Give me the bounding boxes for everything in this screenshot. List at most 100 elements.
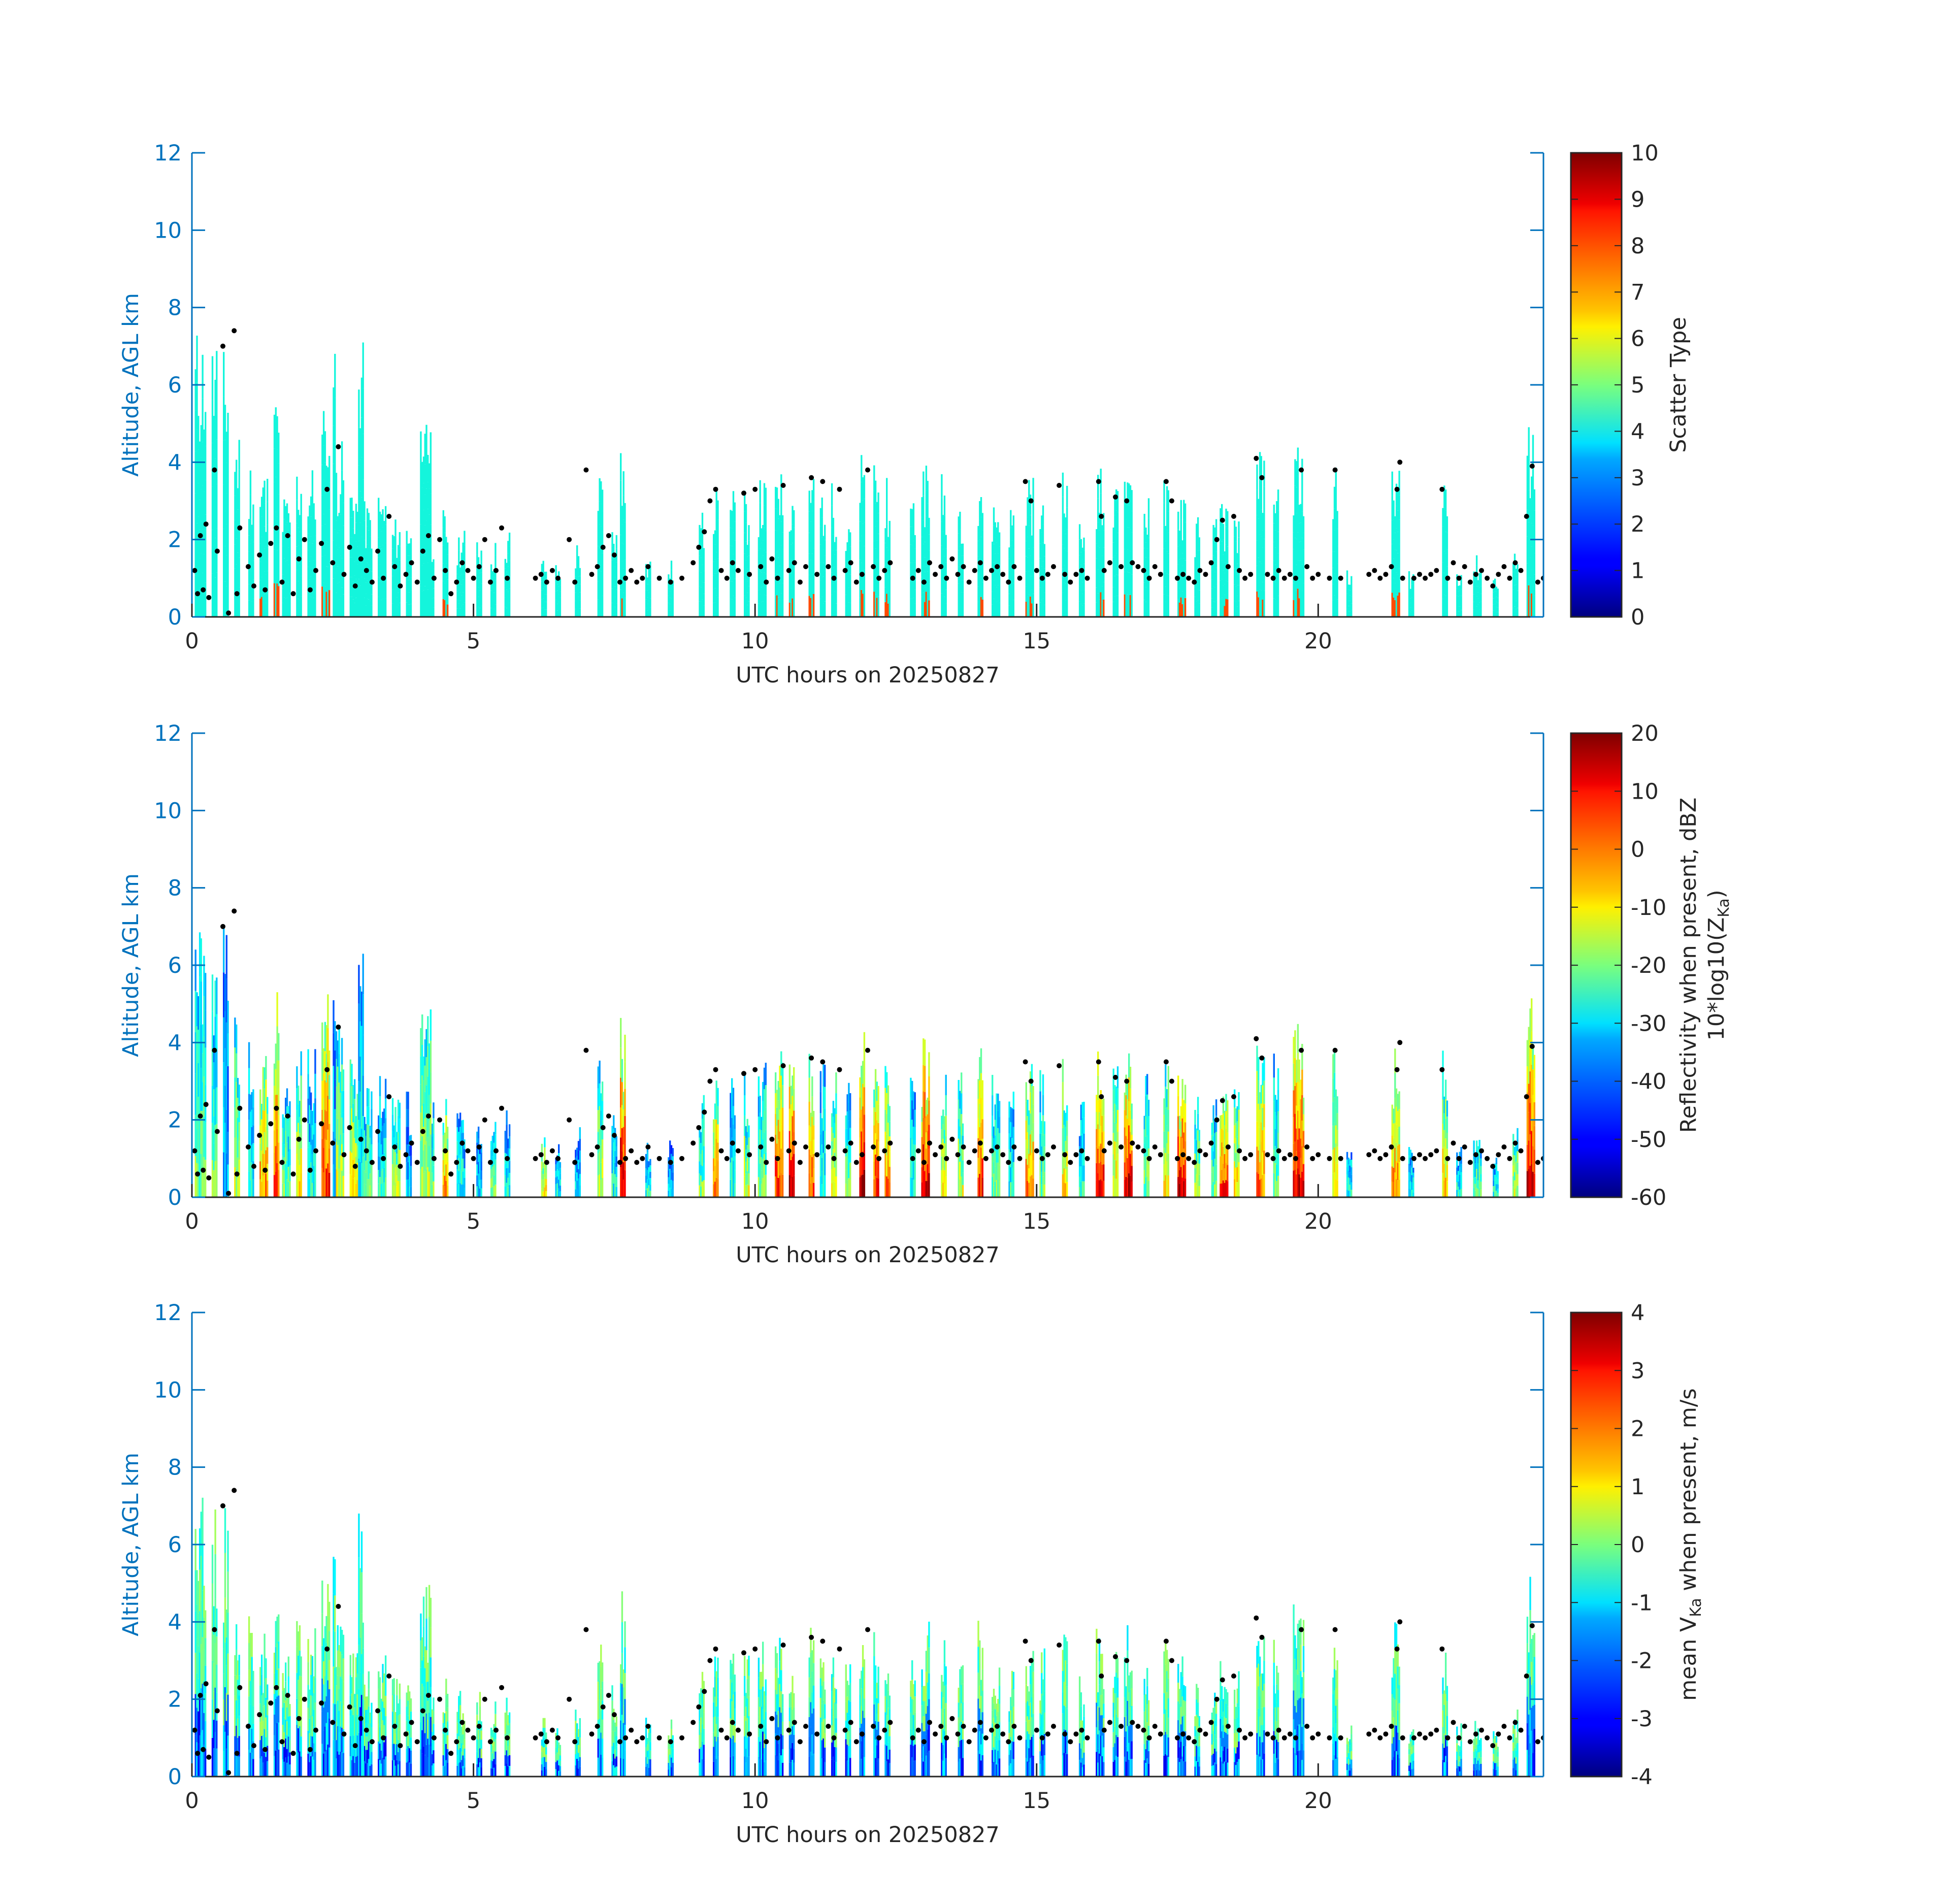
heatmap-cell (202, 1139, 204, 1169)
heatmap-cell (714, 1103, 716, 1120)
heatmap-cell (264, 548, 266, 572)
heatmap-cell (700, 543, 702, 558)
heatmap-cell (668, 588, 670, 596)
heatmap-cell (321, 1139, 323, 1168)
heatmap-cell (977, 541, 979, 556)
heatmap-cell (1184, 541, 1187, 561)
heatmap-cell (979, 1080, 981, 1104)
heatmap-cell (362, 571, 364, 617)
heatmap-cell (1181, 1079, 1183, 1099)
heatmap-cell (459, 1127, 462, 1141)
heatmap-cell (713, 1132, 715, 1145)
heatmap-cell (1012, 1162, 1014, 1180)
heatmap-cell (1446, 600, 1449, 617)
heatmap-cell (1043, 593, 1045, 605)
cloud-base-point (1383, 572, 1389, 577)
heatmap-cell (1101, 1148, 1103, 1165)
heatmap-cell (1214, 602, 1216, 617)
heatmap-cell (731, 581, 733, 600)
heatmap-cell (313, 1103, 315, 1119)
cloud-base-point (927, 560, 932, 566)
heatmap-cell (491, 1146, 493, 1157)
heatmap-cell (1131, 1166, 1133, 1182)
heatmap-cell (1276, 578, 1278, 598)
heatmap-cell (734, 560, 736, 579)
heatmap-cell (877, 493, 879, 513)
heatmap-cell (646, 577, 649, 584)
cloud-base-point (718, 568, 724, 573)
heatmap-cell (1125, 1074, 1127, 1095)
heatmap-cell (1444, 596, 1447, 617)
heatmap-cell (775, 530, 777, 552)
heatmap-cell (981, 1138, 983, 1159)
heatmap-cell (356, 564, 358, 582)
heatmap-cell (310, 597, 312, 617)
heatmap-cell (1042, 524, 1044, 543)
heatmap-cell (234, 496, 236, 520)
heatmap-cell (672, 1189, 674, 1197)
heatmap-cell (811, 1137, 813, 1157)
heatmap-cell (1347, 606, 1349, 612)
heatmap-cell (1196, 1186, 1198, 1197)
heatmap-cell (477, 1138, 480, 1151)
heatmap-cell (1391, 1151, 1393, 1167)
heatmap-cell (831, 505, 833, 528)
heatmap-cell (779, 549, 781, 566)
heatmap-cell (396, 587, 398, 598)
heatmap-cell (407, 605, 409, 617)
heatmap-cell (1145, 1096, 1147, 1117)
heatmap-cell (886, 1176, 888, 1197)
heatmap-cell (1103, 1147, 1105, 1165)
cloud-base-point (232, 908, 237, 914)
heatmap-cell (611, 1173, 613, 1186)
heatmap-cell (1273, 1054, 1275, 1078)
heatmap-cell (327, 517, 329, 542)
heatmap-cell (1411, 610, 1413, 617)
heatmap-cell (670, 1171, 673, 1180)
heatmap-cell (977, 1138, 979, 1158)
heatmap-cell (831, 1155, 833, 1169)
heatmap-cell (1227, 1181, 1229, 1197)
heatmap-cell (223, 484, 225, 529)
cloud-base-point (656, 575, 662, 581)
heatmap-cell (1296, 487, 1298, 513)
heatmap-cell (342, 1176, 345, 1197)
heatmap-cell (849, 574, 851, 589)
heatmap-cell (421, 1075, 423, 1106)
cloud-base-point (212, 1047, 217, 1053)
heatmap-cell (1494, 1186, 1496, 1192)
heatmap-cell (1298, 561, 1300, 580)
heatmap-cell (338, 565, 340, 582)
heatmap-cell (1442, 526, 1444, 544)
heatmap-cell (1300, 1158, 1302, 1178)
colorbar-tick-label: 9 (1631, 187, 1644, 212)
heatmap-cell (1166, 508, 1168, 530)
cloud-base-point (949, 556, 955, 562)
heatmap-cell (822, 1064, 825, 1087)
heatmap-cell (1081, 594, 1083, 606)
heatmap-cell (296, 1132, 298, 1154)
heatmap-cell (1062, 1059, 1064, 1082)
heatmap-cell (1408, 1164, 1410, 1172)
heatmap-cell (1533, 1126, 1535, 1150)
heatmap-cell (845, 573, 847, 584)
heatmap-cell (459, 600, 462, 609)
heatmap-cell (1214, 1184, 1216, 1197)
heatmap-cell (1296, 513, 1298, 539)
heatmap-cell (300, 1173, 302, 1197)
heatmap-cell (1258, 499, 1260, 519)
heatmap-cell (286, 1088, 288, 1107)
heatmap-cell (278, 586, 280, 617)
heatmap-cell (476, 1131, 478, 1143)
heatmap-cell (993, 1173, 995, 1186)
heatmap-cell (1220, 1115, 1222, 1129)
heatmap-cell (615, 1177, 617, 1187)
heatmap-cell (1221, 1142, 1223, 1156)
heatmap-cell (621, 1082, 623, 1105)
heatmap-cell (310, 516, 312, 537)
heatmap-cell (781, 566, 784, 583)
heatmap-cell (1529, 1008, 1531, 1040)
heatmap-cell (1298, 1151, 1300, 1174)
heatmap-cell (1293, 1170, 1295, 1197)
heatmap-cell (622, 1109, 624, 1127)
